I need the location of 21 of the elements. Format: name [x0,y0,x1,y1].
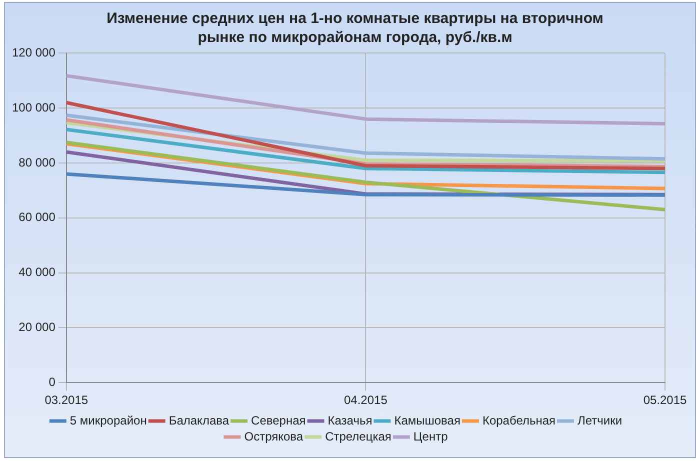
y-tick-label: 100 000 [12,100,56,114]
y-tick-label: 80 000 [18,155,56,170]
x-tick-label: 04.2015 [344,393,388,408]
legend-label: Казачья [328,413,372,428]
legend-label: 5 микрорайон [70,413,147,428]
y-tick-label: 120 000 [12,46,56,60]
legend-label: Корабельная [482,413,556,428]
legend-label: Северная [251,413,306,428]
y-tick-label: 40 000 [18,265,56,280]
y-tick-label: 0 [48,374,56,389]
x-tick-label: 03.2015 [44,393,88,408]
legend-label: Камышовая [394,413,460,428]
legend-label: Стрелецкая [325,429,392,444]
legend-label: Острякова [244,429,304,444]
x-tick-label: 05.2015 [643,393,688,408]
y-tick-label: 20 000 [18,320,56,334]
y-tick-label: 60 000 [18,210,56,224]
legend-label: Центр [413,429,448,444]
chart-title: Изменение средних цен на 1-но комнатые квартиры на вторичном рынке по микрорайонам города, руб./кв.м [106,9,604,47]
legend-label: Балаклава [168,413,230,428]
legend-label: Летчики [578,413,622,428]
